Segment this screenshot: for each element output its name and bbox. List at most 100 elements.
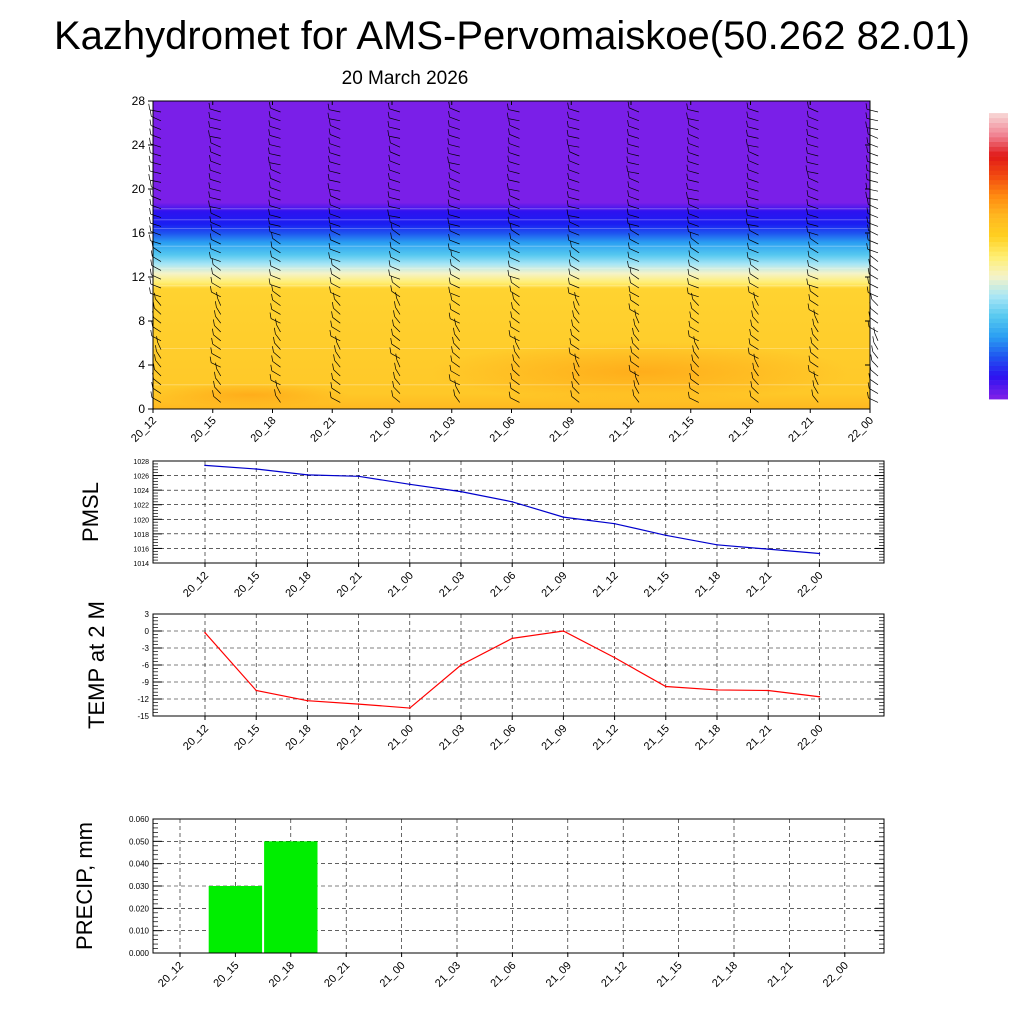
wind-barb bbox=[271, 247, 281, 254]
wind-barb bbox=[149, 170, 162, 174]
wind-barb bbox=[330, 125, 341, 130]
wind-barb-feather bbox=[687, 391, 690, 398]
x-tick-label: 20_12 bbox=[156, 960, 186, 990]
wind-barb bbox=[209, 188, 221, 192]
wind-barb bbox=[874, 333, 879, 341]
wind-barb bbox=[271, 256, 281, 262]
wind-barb bbox=[150, 134, 162, 139]
wind-barb-feather bbox=[813, 371, 816, 378]
wind-barb bbox=[212, 343, 221, 350]
wind-barb bbox=[573, 377, 580, 386]
wind-barb bbox=[269, 223, 281, 227]
wind-barb-feather bbox=[745, 138, 748, 146]
wind-barb bbox=[390, 221, 401, 227]
wind-barb-feather bbox=[448, 224, 451, 231]
wind-barb-feather bbox=[511, 363, 513, 370]
wind-barb-feather bbox=[391, 390, 393, 397]
wind-barb-feather bbox=[746, 172, 749, 179]
wind-barb-feather bbox=[867, 277, 870, 284]
wind-barb bbox=[508, 118, 520, 122]
wind-barb bbox=[389, 169, 401, 174]
wind-barb-feather bbox=[628, 285, 631, 292]
wind-barb-feather bbox=[627, 242, 630, 249]
wind-barb bbox=[689, 326, 699, 333]
wind-barb bbox=[568, 126, 580, 130]
wind-barb-feather bbox=[867, 320, 870, 328]
colorbar-segment bbox=[989, 346, 1008, 352]
wind-barb bbox=[217, 297, 222, 306]
wind-barb-feather bbox=[747, 347, 750, 354]
wind-barb-feather bbox=[509, 320, 512, 327]
wind-barb bbox=[753, 368, 759, 377]
wind-barb bbox=[210, 151, 221, 157]
y-axis-title: TEMP at 2 M bbox=[84, 601, 109, 729]
wind-barb bbox=[390, 353, 401, 359]
wind-barb-feather bbox=[327, 183, 330, 190]
wind-barb bbox=[812, 395, 819, 403]
x-tick-label: 20_15 bbox=[232, 723, 262, 753]
wind-barb bbox=[213, 395, 221, 403]
wind-barb-feather bbox=[806, 138, 808, 145]
series-point bbox=[511, 637, 513, 640]
wind-barb bbox=[808, 177, 819, 183]
wind-barb-feather bbox=[746, 120, 748, 127]
wind-barb-feather bbox=[453, 389, 455, 396]
wind-barb-feather bbox=[811, 327, 813, 335]
x-tick-label: 20_12 bbox=[181, 570, 211, 600]
wind-barb bbox=[687, 170, 699, 174]
wind-barb-feather bbox=[568, 268, 571, 275]
wind-barb bbox=[688, 143, 699, 148]
wind-barb bbox=[150, 213, 162, 218]
colorbar-segment bbox=[989, 270, 1008, 276]
wind-barb bbox=[747, 178, 759, 183]
wind-barb-feather bbox=[627, 260, 629, 268]
y-tick-label: 1014 bbox=[133, 561, 149, 568]
wind-barb bbox=[515, 342, 520, 350]
wind-barb-feather bbox=[508, 119, 511, 126]
colorbar-segment bbox=[989, 213, 1008, 219]
wind-barb bbox=[689, 265, 699, 271]
x-tick-label: 21_00 bbox=[378, 960, 408, 990]
wind-barb-feather bbox=[452, 336, 454, 344]
wind-barb-feather bbox=[268, 190, 271, 197]
wind-barb bbox=[747, 257, 759, 262]
y-tick-label: 1016 bbox=[133, 546, 149, 553]
wind-barb-feather bbox=[395, 292, 397, 299]
wind-barb bbox=[453, 342, 461, 350]
colorbar-segment bbox=[989, 356, 1008, 362]
wind-barb-feather bbox=[748, 267, 751, 274]
wind-barb-feather bbox=[689, 373, 692, 380]
wind-barb bbox=[389, 275, 401, 280]
wind-barb bbox=[448, 214, 460, 218]
wind-barb bbox=[568, 292, 580, 298]
wind-barb bbox=[627, 223, 640, 227]
x-tick-label: 21_06 bbox=[488, 723, 518, 753]
wind-barb-feather bbox=[629, 276, 631, 283]
wind-barb-feather bbox=[390, 223, 393, 230]
wind-barb bbox=[570, 343, 580, 350]
wind-barb-feather bbox=[866, 233, 869, 240]
wind-barb bbox=[632, 342, 640, 350]
wind-barb-feather bbox=[807, 101, 809, 108]
wind-barb bbox=[152, 387, 162, 394]
y-tick-label: 0.020 bbox=[129, 904, 150, 913]
wind-barb bbox=[574, 368, 580, 377]
wind-barb-feather bbox=[329, 286, 331, 293]
x-tick-label: 21_06 bbox=[488, 415, 518, 445]
wind-barb bbox=[691, 369, 699, 377]
wind-barb bbox=[508, 188, 520, 192]
wind-barb-feather bbox=[686, 287, 689, 294]
wind-barb-feather bbox=[448, 172, 451, 179]
wind-barb-feather bbox=[268, 278, 271, 285]
x-tick-label: 20_15 bbox=[211, 960, 241, 990]
wind-barb-feather bbox=[328, 137, 331, 144]
wind-barb bbox=[691, 307, 699, 315]
wind-barb bbox=[508, 161, 520, 166]
colorbar-segment bbox=[989, 127, 1008, 133]
wind-barb-feather bbox=[633, 318, 635, 325]
wind-barb-feather bbox=[689, 232, 692, 239]
wind-barb bbox=[328, 109, 341, 113]
series-point bbox=[562, 630, 565, 632]
wind-barb-feather bbox=[686, 112, 688, 119]
wind-barb bbox=[209, 178, 221, 183]
